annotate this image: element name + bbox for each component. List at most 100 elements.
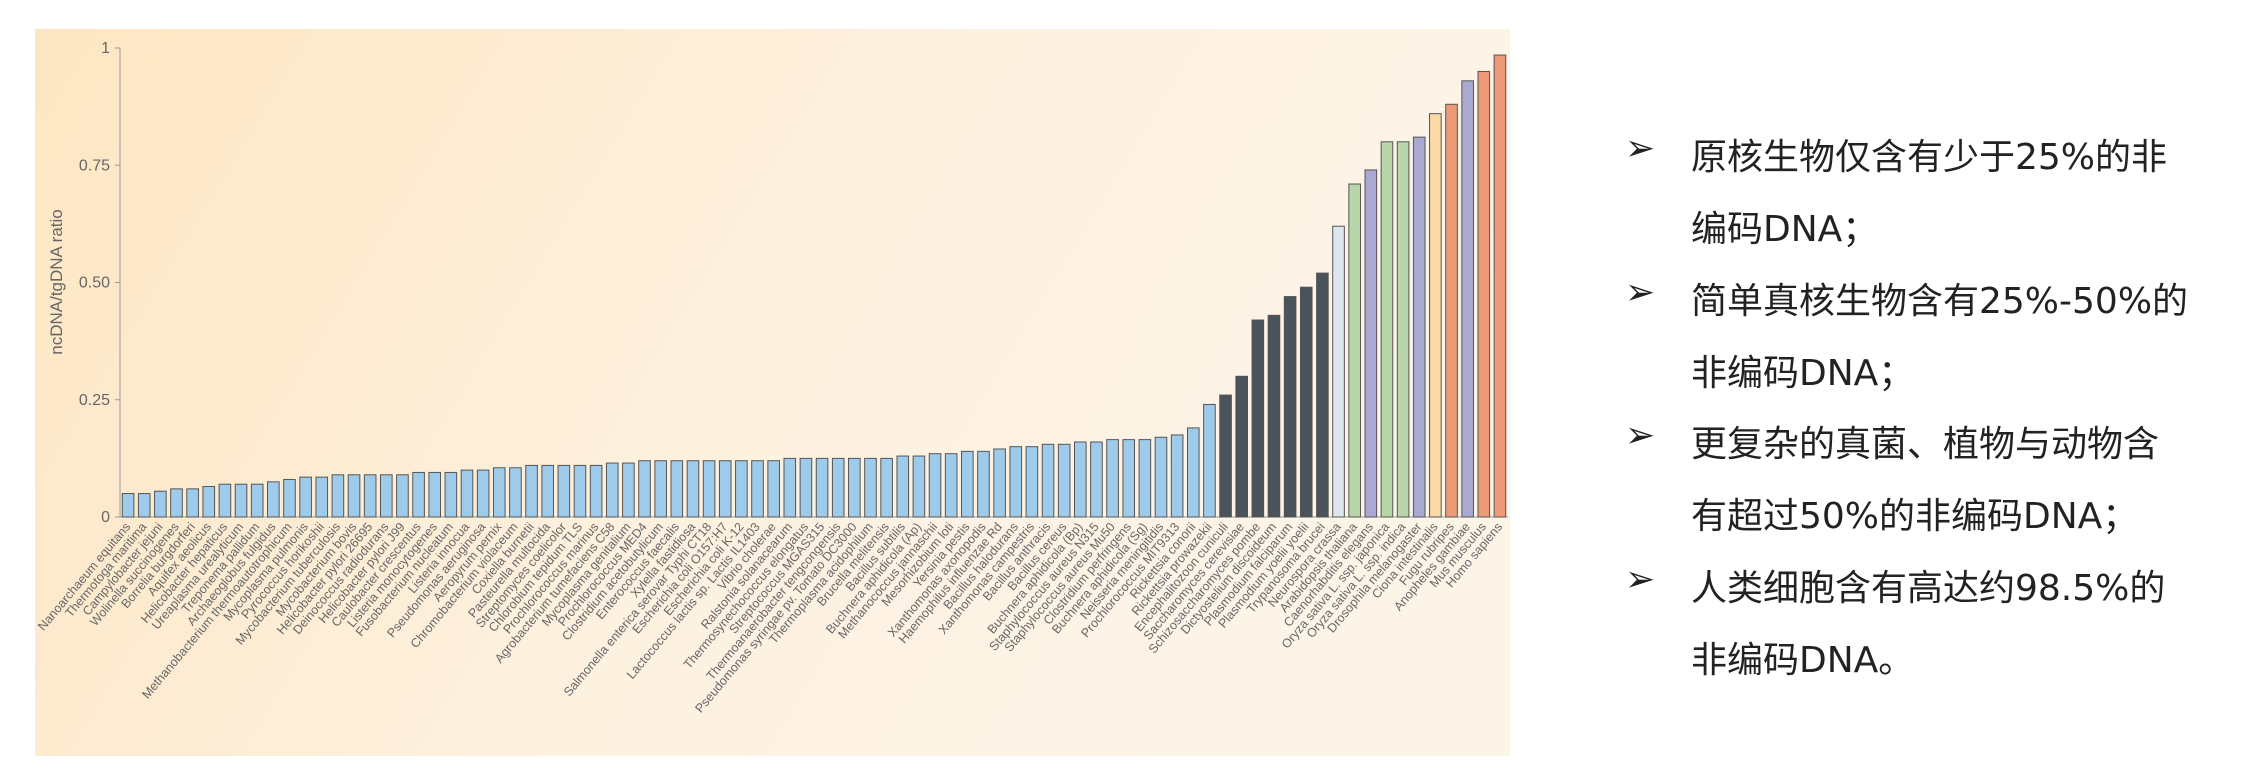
y-tick-label: 0.25 (79, 392, 110, 409)
bar (1235, 375, 1249, 518)
bar (1412, 136, 1426, 518)
bar (1057, 443, 1071, 518)
bar (1090, 441, 1103, 518)
bullet-text: 有超过50%的非编码DNA； (1691, 496, 2139, 537)
bar (1299, 286, 1313, 518)
bar (622, 462, 635, 518)
bar (1122, 439, 1136, 518)
bar (315, 476, 329, 518)
bar (718, 460, 732, 518)
y-tick-label: 0.75 (79, 157, 110, 174)
bar (848, 457, 861, 518)
bar (186, 488, 199, 518)
bar (1283, 296, 1297, 518)
bar (864, 457, 877, 518)
bar (767, 460, 780, 518)
bar (121, 493, 135, 518)
bullet-text: 非编码DNA。 (1691, 640, 1915, 681)
chart: ncDNA/tgDNA ratio 00.250.500.751Nanoarch… (35, 29, 1510, 756)
bar (912, 455, 926, 518)
bar (815, 457, 829, 518)
bullet-arrow: ➢ (1625, 559, 1656, 600)
bar (1025, 446, 1039, 518)
bar (977, 450, 990, 518)
bar (444, 471, 458, 518)
bar (1073, 441, 1087, 518)
bar (1316, 272, 1329, 518)
bar (783, 457, 797, 518)
bar (460, 469, 474, 518)
bar (993, 448, 1006, 518)
bar (735, 460, 748, 518)
bar (1445, 103, 1458, 518)
bar (299, 476, 312, 518)
bar (1461, 80, 1474, 518)
bullet-text: 编码DNA； (1691, 209, 1879, 250)
bar (218, 483, 232, 518)
bar (267, 481, 280, 518)
bar (154, 490, 167, 518)
chart-background (35, 29, 1510, 756)
bar (137, 493, 151, 518)
bar (944, 453, 958, 518)
bar (573, 464, 587, 518)
bar (880, 457, 893, 518)
bar (1138, 439, 1152, 518)
bar (1348, 183, 1361, 518)
bar (928, 453, 942, 518)
bar (1203, 403, 1216, 518)
bar (1380, 141, 1394, 518)
bar (831, 457, 845, 518)
bar (961, 450, 974, 518)
bar (557, 464, 571, 518)
bullet-arrow: ➢ (1625, 272, 1656, 313)
y-tick-label: 1 (101, 40, 110, 57)
bar (1219, 394, 1232, 518)
bar (1332, 225, 1345, 518)
bar (170, 488, 183, 518)
bar (363, 474, 377, 518)
bar (702, 460, 716, 518)
bar (541, 464, 555, 518)
bullet-text: 简单真核生物含有25%-50%的 (1691, 281, 2189, 322)
bar (492, 467, 506, 518)
bar (347, 474, 361, 518)
bar (1009, 446, 1023, 518)
bar (1477, 70, 1491, 518)
bar (1106, 439, 1119, 518)
bar (605, 462, 619, 518)
bar (654, 460, 667, 518)
bullet-text: 非编码DNA； (1691, 353, 1915, 394)
bar (751, 460, 764, 518)
bar (896, 455, 910, 518)
bar (412, 471, 425, 518)
bar (638, 460, 651, 518)
bar (1154, 436, 1168, 518)
bar (799, 457, 813, 518)
y-tick-label: 0.50 (79, 275, 110, 292)
bar (202, 486, 216, 518)
bullet-arrow: ➢ (1625, 128, 1656, 169)
bar (1170, 434, 1184, 518)
bar (428, 471, 442, 518)
bar (509, 467, 522, 518)
bar (589, 464, 603, 518)
bar (250, 483, 264, 518)
bar (331, 474, 345, 518)
bar (1396, 141, 1410, 518)
bullet-text: 更复杂的真菌、植物与动物含 (1691, 424, 2160, 465)
bullet-arrow: ➢ (1625, 415, 1656, 456)
bar (396, 474, 409, 518)
bar (1041, 443, 1055, 518)
bar (670, 460, 684, 518)
bar (1251, 319, 1265, 518)
bar (1267, 314, 1281, 518)
bar (1429, 113, 1442, 518)
y-tick-label: 0 (101, 509, 110, 526)
bar (1364, 169, 1378, 518)
bar (1493, 54, 1507, 518)
bar (379, 474, 393, 518)
bar (476, 469, 490, 518)
bar (525, 464, 538, 518)
